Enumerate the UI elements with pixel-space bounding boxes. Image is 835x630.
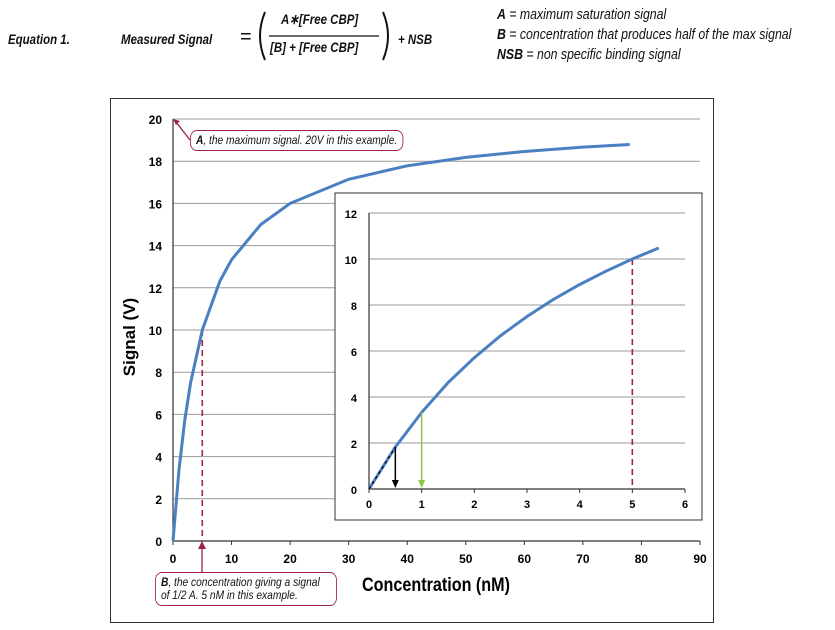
- main-series-line: [171, 143, 630, 542]
- main-y-tick-label: 4: [155, 451, 162, 465]
- main-x-tick-label: 70: [576, 552, 590, 566]
- inset-x-tick-label: 4: [577, 499, 584, 511]
- equation-denominator: [B] + [Free CBP]: [270, 39, 359, 55]
- inset-y-tick-label: 6: [351, 347, 357, 359]
- main-x-tick-label: 0: [170, 552, 177, 566]
- inset-y-tick-label: 0: [351, 485, 357, 497]
- main-x-tick-label: 30: [342, 552, 356, 566]
- definition-nsb: NSB = non specific binding signal: [497, 46, 681, 63]
- inset-frame: [334, 192, 703, 521]
- main-y-tick-label: 20: [149, 113, 163, 127]
- annotation-a-arrowhead: [173, 119, 180, 125]
- main-x-tick-label: 80: [635, 552, 649, 566]
- main-x-tick-label: 40: [401, 552, 415, 566]
- equation-label: Equation 1.: [8, 31, 70, 47]
- inset-y-tick-label: 4: [351, 393, 358, 405]
- main-y-tick-label: 2: [155, 493, 162, 507]
- definition-a: A = maximum saturation signal: [497, 6, 667, 23]
- definition-b: B = concentration that produces half of …: [497, 26, 792, 43]
- main-y-tick-label: 0: [155, 535, 162, 549]
- equation-numerator: A∗[Free CBP]: [281, 11, 359, 27]
- main-x-tick-label: 90: [693, 552, 707, 566]
- annotation-b: B, the concentration giving a signal of …: [155, 572, 337, 606]
- main-y-tick-label: 14: [149, 240, 163, 254]
- equation-lhs: Measured Signal: [121, 31, 213, 47]
- equation-plus-nsb: + NSB: [398, 31, 433, 47]
- inset-x-tick-label: 1: [419, 499, 425, 511]
- equation-parentheses: [259, 11, 389, 61]
- annotation-b-arrowhead: [198, 541, 206, 549]
- main-x-tick-label: 60: [518, 552, 532, 566]
- main-y-tick-label: 8: [155, 366, 162, 380]
- main-x-tick-label: 50: [459, 552, 473, 566]
- annotation-a-pointer: [175, 121, 191, 141]
- main-y-tick-label: 10: [149, 324, 163, 338]
- inset-arrowhead-green: [418, 480, 426, 488]
- inset-y-tick-label: 2: [351, 439, 357, 451]
- inset-arrowhead-black: [391, 480, 399, 488]
- inset-x-tick-label: 0: [366, 499, 372, 511]
- x-axis-title: Concentration (nM): [362, 574, 510, 596]
- inset-y-tick-label: 10: [345, 255, 357, 267]
- inset-initial-slope-line: [368, 446, 396, 490]
- inset-x-tick-label: 2: [471, 499, 477, 511]
- main-y-tick-label: 16: [149, 197, 163, 211]
- main-x-tick-label: 20: [283, 552, 297, 566]
- inset-series-line: [367, 246, 660, 490]
- inset-x-tick-label: 3: [524, 499, 530, 511]
- inset-y-tick-label: 12: [345, 209, 357, 221]
- main-x-tick-label: 10: [225, 552, 239, 566]
- inset-y-tick-label: 8: [351, 301, 357, 313]
- inset-x-tick-label: 5: [629, 499, 635, 511]
- y-axis-title: Signal (V): [120, 298, 139, 376]
- inset-x-tick-label: 6: [682, 499, 688, 511]
- equation-definitions: A = maximum saturation signal B = concen…: [497, 5, 791, 65]
- main-y-tick-label: 12: [149, 282, 163, 296]
- main-y-tick-label: 18: [149, 155, 163, 169]
- annotation-a: A, the maximum signal. 20V in this examp…: [190, 130, 404, 151]
- main-y-tick-label: 6: [155, 408, 162, 422]
- chart-frame: [110, 98, 714, 623]
- equation-equals: =: [240, 26, 252, 48]
